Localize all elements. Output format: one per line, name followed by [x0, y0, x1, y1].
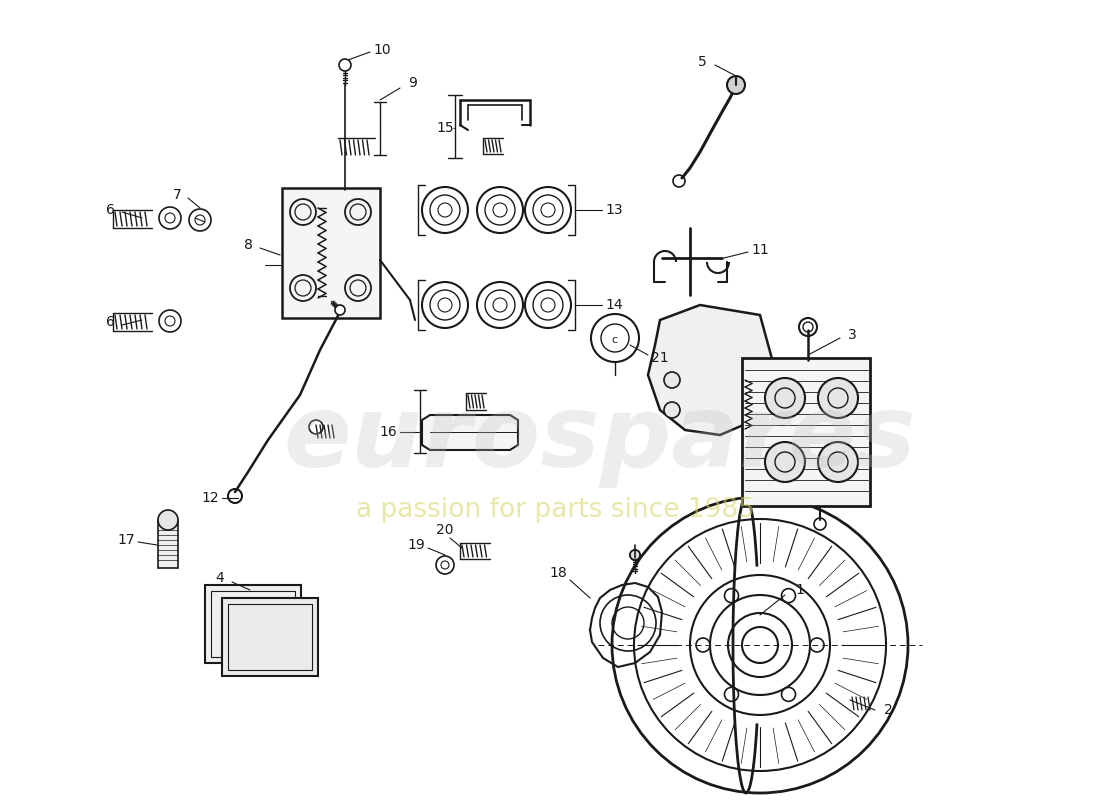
Text: c: c — [610, 335, 617, 345]
Text: 14: 14 — [605, 298, 623, 312]
Bar — [228, 604, 312, 670]
Text: 6: 6 — [106, 315, 114, 329]
Bar — [222, 598, 318, 676]
Text: 2: 2 — [883, 703, 892, 717]
Circle shape — [664, 372, 680, 388]
Text: 19: 19 — [407, 538, 425, 552]
Bar — [282, 188, 380, 318]
Circle shape — [764, 442, 805, 482]
Text: 21: 21 — [651, 351, 669, 365]
Text: 5: 5 — [697, 55, 706, 69]
Text: 12: 12 — [201, 491, 219, 505]
Text: 7: 7 — [173, 188, 182, 202]
Text: 1: 1 — [795, 583, 804, 597]
Text: 17: 17 — [118, 533, 135, 547]
Circle shape — [818, 378, 858, 418]
Text: 4: 4 — [216, 571, 224, 585]
Circle shape — [764, 378, 805, 418]
Text: 6: 6 — [106, 203, 114, 217]
Text: 18: 18 — [549, 566, 566, 580]
Text: 8: 8 — [243, 238, 252, 252]
Circle shape — [336, 305, 345, 315]
Polygon shape — [648, 305, 776, 435]
Text: 10: 10 — [373, 43, 390, 57]
Text: 20: 20 — [437, 523, 453, 537]
Text: eurospares: eurospares — [284, 391, 916, 489]
Text: 11: 11 — [751, 243, 769, 257]
Bar — [742, 358, 870, 506]
Circle shape — [630, 550, 640, 560]
Circle shape — [727, 76, 745, 94]
Bar — [205, 585, 301, 663]
Bar — [158, 520, 178, 568]
Circle shape — [630, 550, 640, 560]
Text: a passion for parts since 1985: a passion for parts since 1985 — [355, 497, 755, 523]
Text: 15: 15 — [437, 121, 454, 135]
Bar — [211, 591, 295, 657]
Text: 16: 16 — [379, 425, 397, 439]
Circle shape — [158, 510, 178, 530]
Circle shape — [664, 402, 680, 418]
Circle shape — [339, 59, 351, 71]
Text: 9: 9 — [408, 76, 417, 90]
Text: 13: 13 — [605, 203, 623, 217]
Polygon shape — [422, 415, 518, 450]
Text: 3: 3 — [848, 328, 857, 342]
Circle shape — [818, 442, 858, 482]
